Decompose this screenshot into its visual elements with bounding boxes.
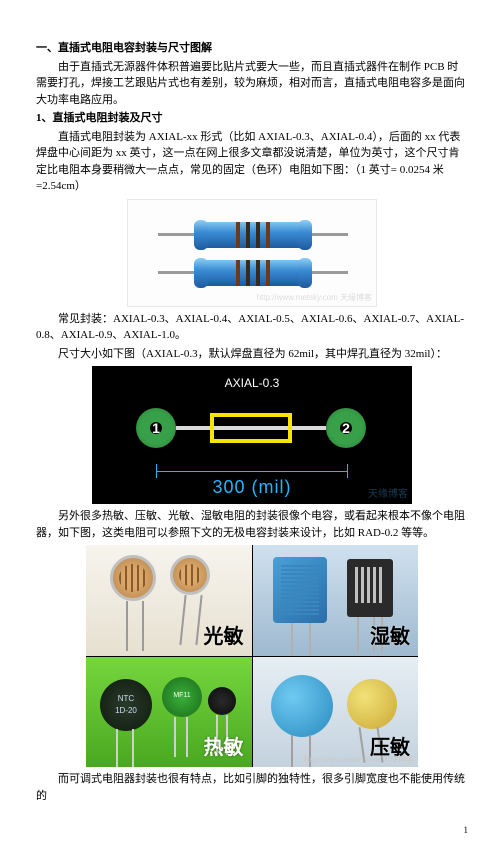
cell-varistor: 压敏 [253, 657, 419, 768]
axial-label: AXIAL-0.3 [225, 374, 280, 392]
ntc-disc-1: NTC1D-20 [100, 679, 152, 731]
label-humidity: 湿敏 [370, 622, 410, 652]
figure-pcb-footprint: AXIAL-0.3 1 2 300 (mil) 天缘博客 [36, 366, 468, 504]
label-thermal: 热敏 [204, 733, 244, 763]
paragraph-intro: 由于直插式无源器件体积普遍要比贴片式要大一些，而且直插式器件在制作 PCB 时需… [36, 59, 468, 109]
watermark-text: 天缘博客 [368, 487, 408, 502]
label-photo: 光敏 [204, 622, 244, 652]
cell-photoresistor: 光敏 [86, 545, 252, 656]
section-heading-1: 一、直插式电阻电容封装与尺寸图解 [36, 40, 468, 57]
component-outline [210, 413, 292, 443]
paragraph-packages: 常见封装：AXIAL-0.3、AXIAL-0.4、AXIAL-0.5、AXIAL… [36, 311, 468, 344]
page-number: 1 [36, 824, 468, 838]
watermark-text: http://www.metsky.com 天缘博客 [257, 292, 372, 304]
dimension-text: 300 (mil) [212, 474, 291, 501]
figure-resistor-photo: http://www.metsky.com 天缘博客 [36, 199, 468, 307]
paragraph-axial: 直插式电阻封装为 AXIAL-xx 形式（比如 AXIAL-0.3、AXIAL-… [36, 129, 468, 195]
cell-humidity: 湿敏 [253, 545, 419, 656]
paragraph-adjustable: 而可调式电阻器封装也很有特点，比如引脚的独特性，很多引脚宽度也不能使用传统的 [36, 771, 468, 804]
cell-thermistor: NTC1D-20 MF11 热敏 [86, 657, 252, 768]
watermark-text: http://www.metsky.com 天缘博客 [304, 754, 414, 766]
ntc-disc-2: MF11 [162, 677, 202, 717]
pad-2: 2 [326, 408, 366, 448]
section-heading-2: 1、直插式电阻封装及尺寸 [36, 110, 468, 127]
paragraph-sensors: 另外很多热敏、压敏、光敏、湿敏电阻的封装很像个电容，或看起来根本不像个电阻器，如… [36, 508, 468, 541]
paragraph-dimensions: 尺寸大小如下图（AXIAL-0.3，默认焊盘直径为 62mil，其中焊孔直径为 … [36, 346, 468, 363]
figure-sensor-grid: 光敏 湿敏 NTC1D-20 MF11 热敏 压敏 http://www.met… [36, 545, 468, 767]
pad-1: 1 [136, 408, 176, 448]
